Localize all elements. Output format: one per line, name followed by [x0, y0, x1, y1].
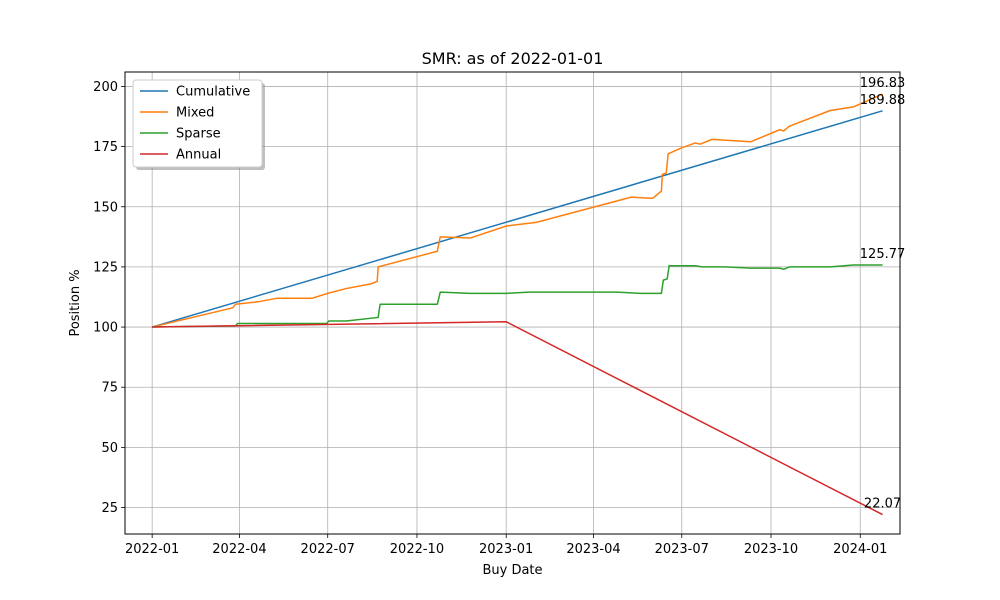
y-axis-label: Position % — [68, 269, 83, 336]
y-tick-label: 25 — [101, 501, 118, 516]
x-tick-label: 2023-04 — [566, 542, 620, 557]
series-line-mixed — [151, 93, 883, 328]
plot-frame — [124, 71, 901, 535]
legend-label: Annual — [176, 148, 221, 163]
series-line-sparse — [152, 264, 883, 328]
end-value-labels: 196.83 189.88 125.77 22.07 — [860, 76, 906, 512]
y-tick-label: 200 — [93, 80, 118, 95]
y-axis: 25 50 75 100 125 150 175 200 — [93, 80, 125, 516]
x-axis: 2022-01 2022-04 2022-07 2022-10 2023-01 2023-… — [125, 534, 887, 557]
legend-label: Sparse — [176, 127, 221, 142]
x-axis-label: Buy Date — [482, 563, 542, 578]
y-tick-label: 150 — [93, 200, 118, 215]
x-tick-label: 2024-01 — [833, 542, 887, 557]
y-tick-label: 100 — [93, 321, 118, 336]
series-line-cumulative — [151, 110, 883, 328]
end-value-label: 196.83 — [860, 76, 906, 91]
end-value-label: 22.07 — [864, 497, 901, 512]
x-tick-label: 2022-10 — [390, 542, 444, 557]
y-tick-label: 125 — [93, 260, 118, 275]
end-value-label: 125.77 — [860, 247, 906, 262]
series-lines — [151, 93, 883, 516]
y-tick-label: 50 — [101, 441, 118, 456]
x-tick-label: 2022-07 — [301, 542, 355, 557]
x-tick-label: 2022-01 — [125, 542, 179, 557]
x-tick-label: 2023-10 — [744, 542, 798, 557]
x-tick-label: 2023-07 — [655, 542, 709, 557]
series-line-annual — [152, 321, 883, 516]
legend-box — [132, 79, 263, 168]
legend-label: Cumulative — [176, 85, 250, 100]
end-value-label: 189.88 — [860, 93, 906, 108]
legend: Cumulative Mixed Sparse Annual — [132, 79, 265, 170]
grid — [125, 72, 900, 534]
y-tick-label: 175 — [93, 140, 118, 155]
x-tick-label: 2023-01 — [479, 542, 533, 557]
legend-label: Mixed — [176, 106, 214, 121]
y-tick-label: 75 — [101, 381, 118, 396]
x-tick-label: 2022-04 — [212, 542, 266, 557]
chart-title: SMR: as of 2022-01-01 — [422, 49, 604, 68]
